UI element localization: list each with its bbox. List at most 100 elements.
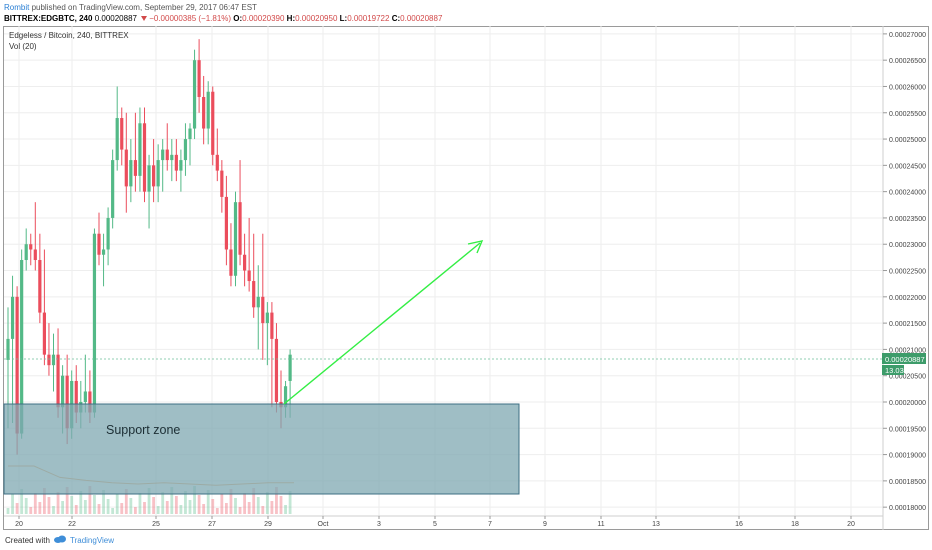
candle bbox=[142, 107, 147, 203]
volume-bar bbox=[11, 494, 14, 514]
volume-bars bbox=[6, 486, 292, 514]
forecast-arrow bbox=[283, 240, 484, 405]
candle-body bbox=[170, 154, 174, 161]
x-tick-label: 9 bbox=[543, 521, 547, 528]
volume-bar bbox=[234, 498, 237, 514]
volume-bar bbox=[220, 494, 224, 514]
y-tick-label: 0.00022000 bbox=[889, 295, 926, 302]
candle bbox=[92, 228, 97, 418]
x-tick-label: 20 bbox=[847, 521, 855, 528]
candle bbox=[252, 233, 256, 318]
candle-body bbox=[247, 270, 251, 282]
volume-bar bbox=[124, 489, 128, 514]
candle-body bbox=[183, 139, 188, 161]
candle bbox=[147, 154, 151, 229]
volume-bar bbox=[165, 501, 169, 514]
volume-bar bbox=[56, 492, 60, 514]
candle-body bbox=[283, 386, 288, 408]
volume-bar bbox=[174, 496, 178, 514]
candle bbox=[152, 139, 156, 203]
candle bbox=[47, 323, 51, 376]
candle-body bbox=[47, 354, 51, 366]
candle bbox=[238, 160, 242, 266]
candle-body bbox=[179, 160, 183, 171]
candle bbox=[206, 81, 210, 145]
candle bbox=[202, 75, 206, 145]
candle-body bbox=[42, 312, 46, 355]
candle-body bbox=[165, 149, 169, 161]
volume-bar bbox=[197, 495, 201, 514]
candle-body bbox=[129, 160, 133, 187]
volume-bar bbox=[211, 499, 215, 514]
candle-body bbox=[229, 249, 233, 276]
volume-bar bbox=[193, 486, 196, 514]
candle bbox=[111, 149, 115, 229]
candle bbox=[243, 233, 247, 287]
candle-body bbox=[233, 202, 238, 276]
volume-bar bbox=[238, 507, 242, 514]
volume-bar bbox=[129, 498, 133, 514]
price-chart[interactable]: Support zone 0.00018000 0.00018500 0.00019… bbox=[3, 26, 929, 530]
candle bbox=[83, 354, 87, 413]
y-tick-label: 0.00025500 bbox=[889, 111, 926, 118]
x-tick-label: 16 bbox=[735, 521, 743, 528]
candle bbox=[101, 233, 106, 287]
candle-body bbox=[24, 244, 28, 261]
candle bbox=[56, 328, 60, 418]
volume-bar bbox=[270, 501, 274, 514]
candle-body bbox=[211, 91, 215, 155]
candle bbox=[51, 333, 56, 392]
x-tick-label: 3 bbox=[377, 521, 381, 528]
y-tick-label: 0.00023000 bbox=[889, 242, 926, 249]
candle-body bbox=[120, 118, 124, 150]
candle bbox=[233, 191, 238, 287]
candle bbox=[129, 139, 133, 203]
open-value: 0.00020390 bbox=[242, 14, 285, 23]
high-label: H: bbox=[286, 14, 296, 23]
x-tick-label: 18 bbox=[791, 521, 799, 528]
close-label: C: bbox=[391, 14, 401, 23]
volume-bar bbox=[243, 493, 246, 514]
candle-body bbox=[265, 312, 269, 324]
candle bbox=[179, 149, 183, 192]
candle bbox=[10, 275, 15, 424]
candle-body bbox=[192, 60, 197, 129]
candle-body bbox=[15, 296, 19, 434]
candle bbox=[174, 139, 178, 182]
volume-bar bbox=[184, 491, 187, 514]
candle-body bbox=[256, 296, 260, 308]
volume-bar bbox=[134, 507, 137, 514]
volume-bar bbox=[284, 505, 287, 514]
volume-bar bbox=[215, 508, 219, 514]
symbol-label: BITTREX:EDGBTC, 240 bbox=[4, 14, 93, 23]
volume-bar bbox=[152, 497, 155, 514]
y-tick-label: 0.00020000 bbox=[889, 400, 926, 407]
publish-text: published on TradingView.com, September … bbox=[31, 3, 257, 12]
volume-bar bbox=[120, 503, 124, 514]
candle-body bbox=[88, 391, 92, 413]
price-tag: 0.00020887 13.03 bbox=[882, 353, 926, 375]
volume-bar bbox=[70, 496, 74, 514]
candle bbox=[161, 139, 165, 192]
author-link[interactable]: Rombit bbox=[4, 3, 30, 12]
candle bbox=[33, 202, 37, 271]
candle bbox=[156, 144, 160, 203]
candle-body bbox=[197, 60, 201, 97]
y-tick-label: 0.00020500 bbox=[889, 374, 926, 381]
tradingview-brand-link[interactable]: TradingView bbox=[70, 536, 115, 545]
volume-bar bbox=[6, 508, 10, 514]
volume-bar bbox=[147, 488, 151, 514]
volume-tag-value: 13.03 bbox=[885, 366, 904, 375]
volume-bar bbox=[256, 497, 260, 514]
price-axis: 0.00018000 0.00018500 0.00019000 0.00019500… bbox=[882, 26, 926, 530]
footer: Created with TradingView bbox=[0, 531, 932, 550]
candle-body bbox=[206, 91, 210, 129]
volume-bar bbox=[288, 491, 292, 514]
candle-body bbox=[124, 149, 128, 187]
candle bbox=[24, 228, 28, 271]
volume-bar bbox=[65, 487, 69, 514]
candle-body bbox=[115, 118, 119, 161]
candle bbox=[215, 128, 219, 182]
candle bbox=[133, 112, 137, 192]
high-value: 0.00020950 bbox=[295, 14, 338, 23]
